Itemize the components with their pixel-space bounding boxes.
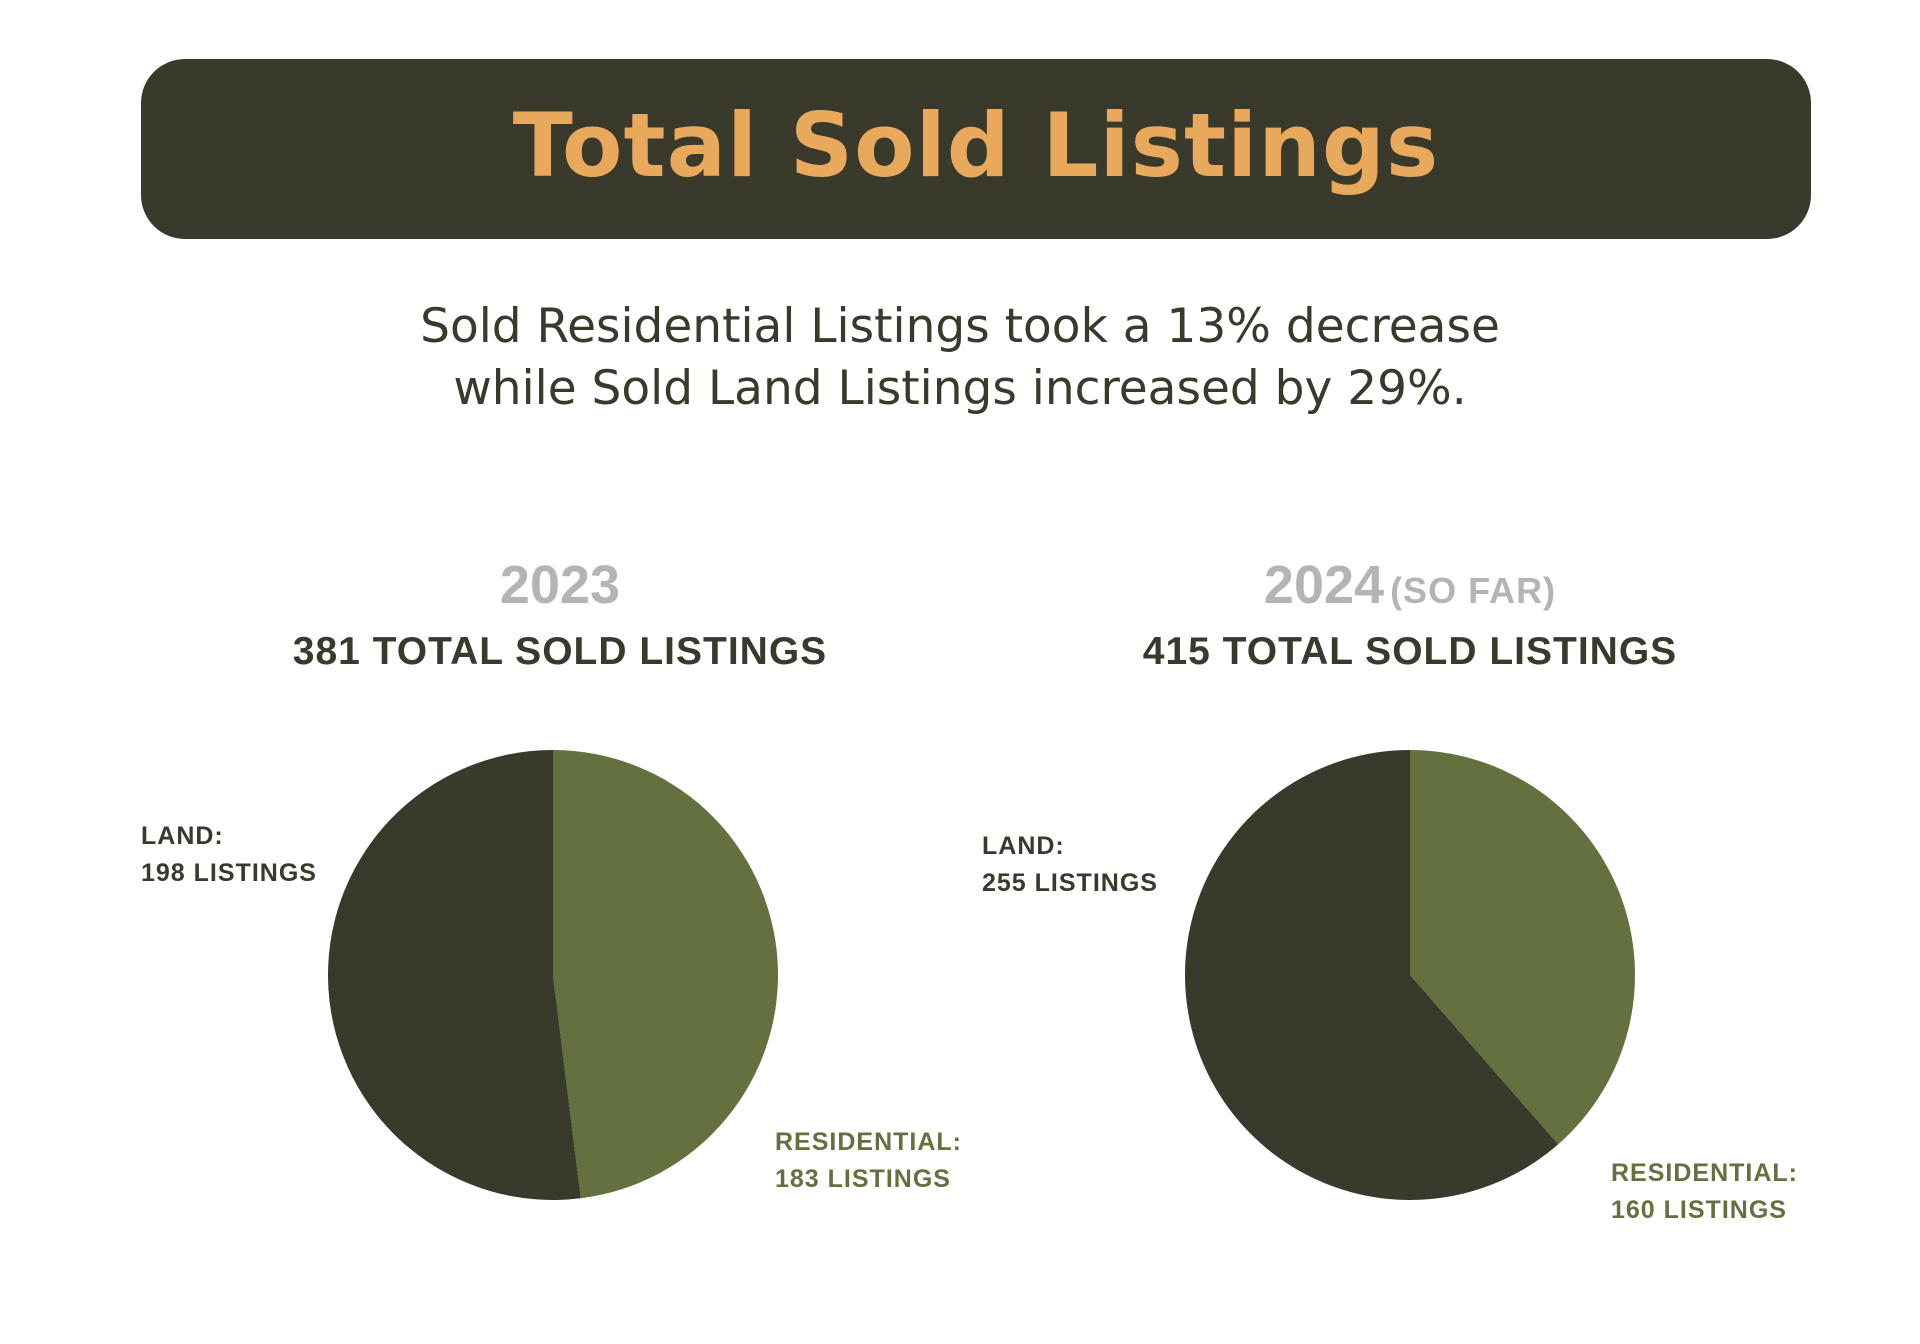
chart-2023-year: 2023 xyxy=(0,555,1120,615)
chart-2023-residential-label: RESIDENTIAL: 183 LISTINGS xyxy=(775,1124,962,1198)
year-label: 2024 xyxy=(1263,555,1385,615)
chart-2023-land-label: LAND: 198 LISTINGS xyxy=(141,818,317,892)
chart-2024-year: 2024 (SO FAR) xyxy=(1000,555,1820,621)
title-banner: Total Sold Listings xyxy=(141,59,1811,239)
pie-chart-2024 xyxy=(1185,750,1635,1200)
summary-line-1: Sold Residential Listings took a 13% dec… xyxy=(420,299,1500,354)
land-label-value: 255 LISTINGS xyxy=(982,869,1158,897)
summary-line-2: while Sold Land Listings increased by 29… xyxy=(453,361,1467,416)
residential-label-name: RESIDENTIAL: xyxy=(775,1128,962,1156)
chart-2024-total: 415 TOTAL SOLD LISTINGS xyxy=(1142,630,1678,673)
land-label-value: 198 LISTINGS xyxy=(141,859,317,887)
land-label-name: LAND: xyxy=(982,832,1065,860)
land-label-name: LAND: xyxy=(141,822,224,850)
year-label: 2023 xyxy=(499,555,621,615)
chart-2024-land-label: LAND: 255 LISTINGS xyxy=(982,828,1158,902)
residential-label-name: RESIDENTIAL: xyxy=(1611,1159,1798,1187)
page-title: Total Sold Listings xyxy=(512,94,1440,197)
pie-slice-residential xyxy=(553,750,779,1199)
pie-slice-residential xyxy=(1410,750,1635,1145)
residential-label-value: 183 LISTINGS xyxy=(775,1165,951,1193)
pie-chart-2023 xyxy=(328,750,779,1200)
pie-slice-land xyxy=(328,750,581,1200)
year-note: (SO FAR) xyxy=(1390,570,1557,611)
chart-2023-total: 381 TOTAL SOLD LISTINGS xyxy=(292,630,828,673)
residential-label-value: 160 LISTINGS xyxy=(1611,1196,1787,1224)
chart-2024-residential-label: RESIDENTIAL: 160 LISTINGS xyxy=(1611,1155,1798,1229)
summary-text: Sold Residential Listings took a 13% dec… xyxy=(0,296,1920,420)
pie-slice-land xyxy=(1185,750,1559,1200)
